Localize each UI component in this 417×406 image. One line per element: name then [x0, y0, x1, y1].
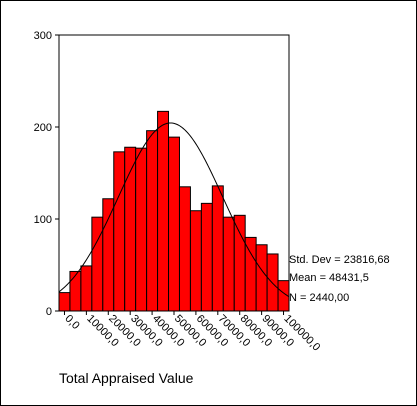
bars-group: [58, 110, 290, 312]
histogram-bar: [69, 270, 82, 312]
x-axis-title: Total Appraised Value: [59, 370, 194, 386]
histogram-bar: [91, 216, 104, 312]
x-tick-labels: 0,0 10000,020000,030000,040000,050000,060…: [62, 313, 322, 354]
y-tick-label: 0: [46, 306, 52, 318]
x-tick-label: 0,0: [62, 313, 81, 332]
axes-group: [55, 34, 290, 315]
histogram-bar: [157, 110, 170, 312]
histogram-bar: [222, 216, 235, 312]
histogram-bar: [58, 292, 71, 312]
histogram-bar: [189, 210, 202, 312]
normal-curve: [58, 122, 290, 298]
histogram-bar: [135, 147, 148, 312]
y-tick-label: 100: [34, 214, 52, 226]
std-dev-label: Std. Dev = 23816,68: [289, 254, 390, 266]
histogram-bar: [255, 244, 268, 312]
histogram-bar: [102, 198, 115, 312]
mean-label: Mean = 48431,5: [289, 272, 369, 284]
histogram-bar: [178, 186, 191, 312]
histogram-bar: [211, 185, 224, 312]
y-tick-label: 200: [34, 122, 52, 134]
histogram-bar: [80, 265, 93, 312]
histogram-bar: [113, 151, 126, 312]
y-tick-label: 300: [34, 30, 52, 42]
histogram-bar: [233, 214, 246, 312]
histogram-bar: [168, 136, 180, 312]
n-label: N = 2440,00: [289, 292, 349, 304]
histogram-bar: [146, 130, 159, 312]
y-tick-labels: 0 100 200 300: [34, 30, 52, 318]
histogram-bar: [200, 202, 213, 312]
histogram-bar: [244, 236, 257, 312]
